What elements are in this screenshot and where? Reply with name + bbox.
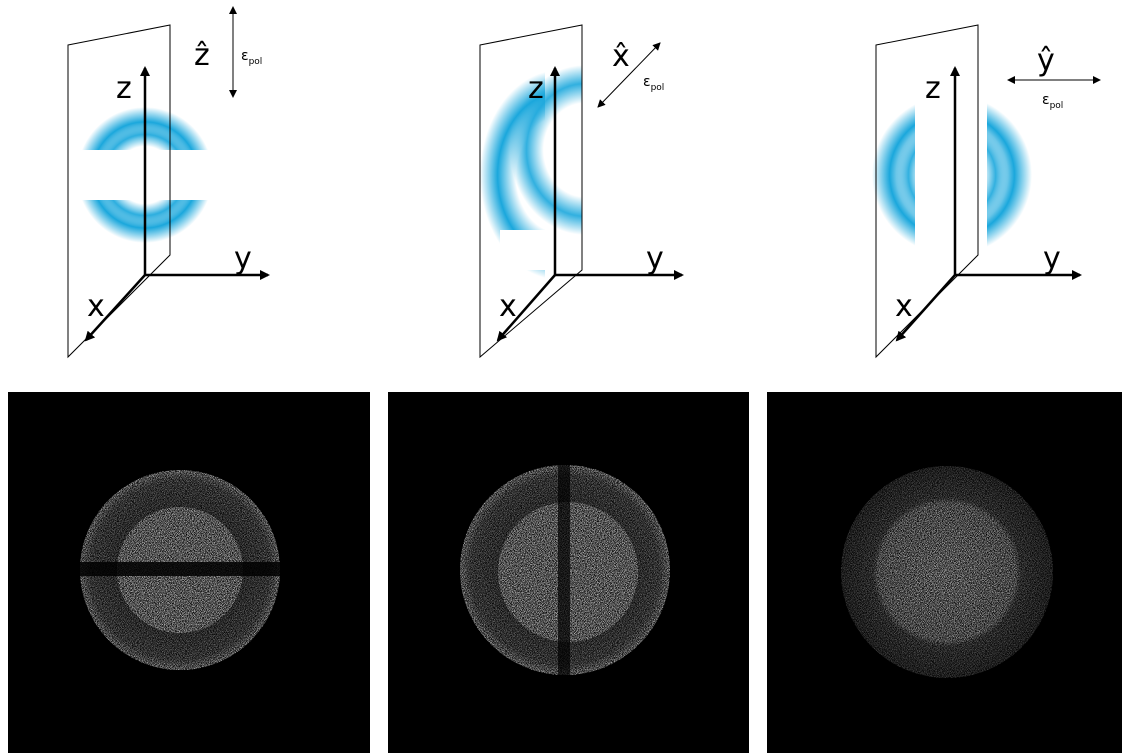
detector-image-2: [388, 392, 749, 753]
panel-2: z y x x̂ εpol: [480, 25, 682, 357]
axis-label: x: [895, 289, 913, 324]
panel-3: z y x ŷ εpol: [872, 25, 1100, 357]
axis-label: x: [87, 289, 105, 324]
detector-image-3: [767, 392, 1122, 753]
epsilon-label: εpol: [1042, 92, 1063, 111]
axis-label: y: [646, 241, 664, 276]
axis-label: y: [1043, 241, 1061, 276]
polarization-label: ẑ: [194, 38, 210, 73]
polarization-label: ŷ: [1037, 43, 1055, 78]
axis-label: z: [116, 71, 132, 106]
axis-label: y: [234, 241, 252, 276]
figure: z y x ẑ εpol z y x x̂ εpol z y x ŷ εpol: [0, 0, 1122, 753]
epsilon-label: εpol: [241, 48, 262, 67]
polarization-label: x̂: [612, 39, 630, 74]
panel-1: z y x ẑ εpol: [68, 7, 268, 357]
axis-label: z: [528, 71, 544, 106]
axis-label: z: [925, 71, 941, 106]
detector-image-1: [8, 392, 370, 753]
axis-label: x: [499, 289, 517, 324]
